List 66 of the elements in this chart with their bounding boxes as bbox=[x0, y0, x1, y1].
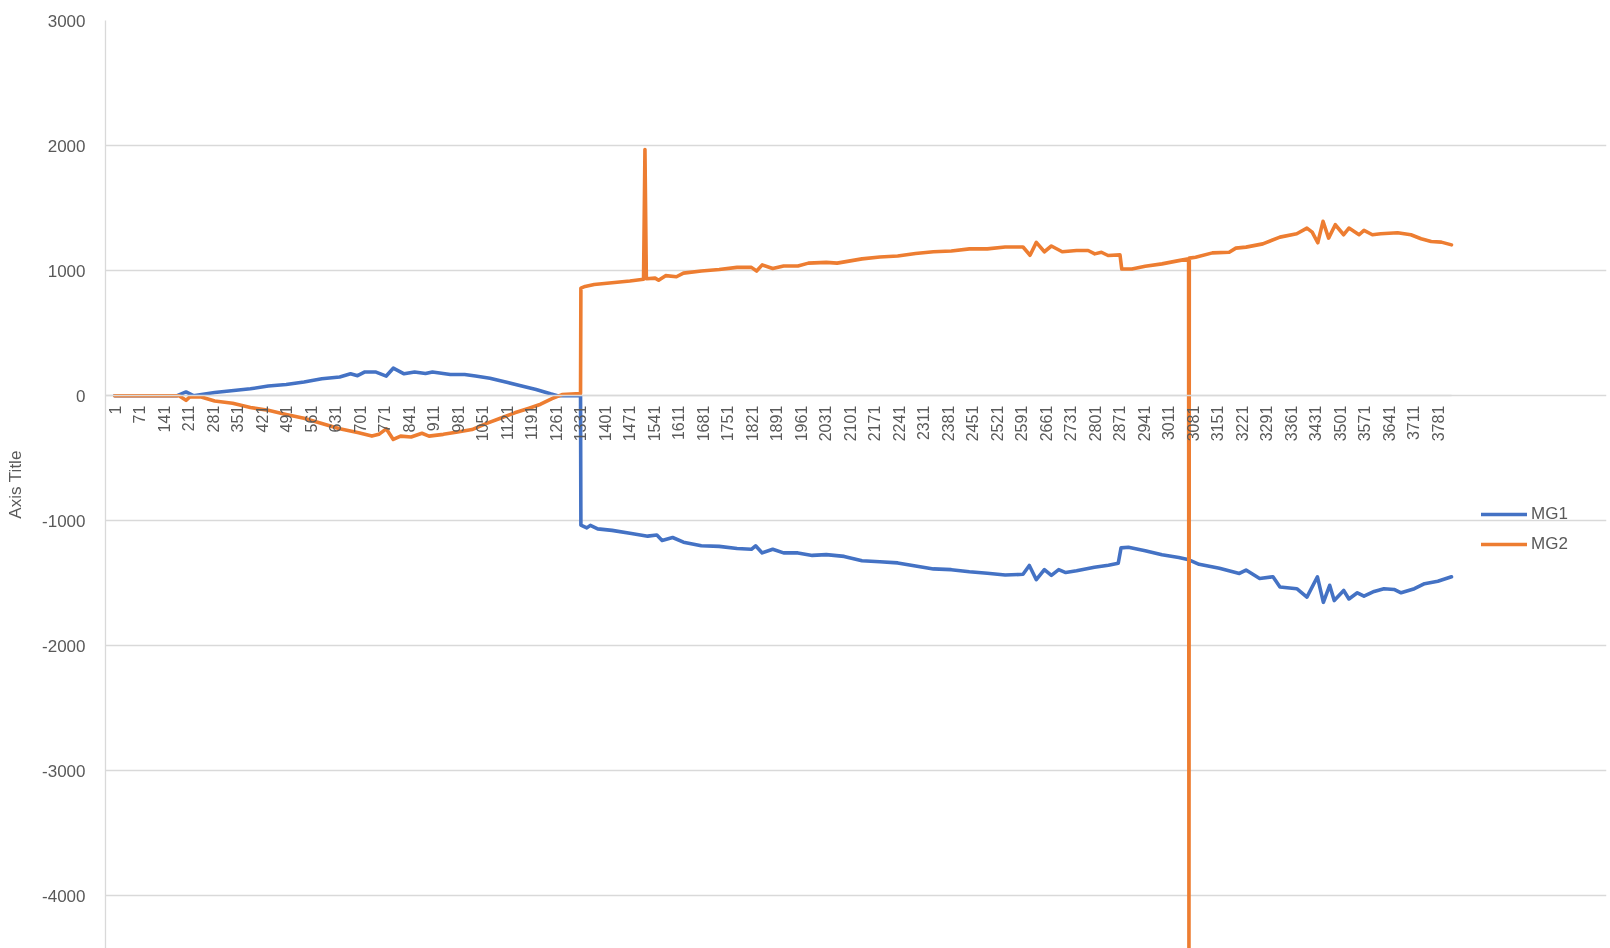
y-axis-title: Axis Title bbox=[6, 450, 26, 519]
x-tick-label: 71 bbox=[131, 405, 149, 424]
x-tick-label: 3781 bbox=[1429, 405, 1447, 442]
x-tick-label: 211 bbox=[180, 405, 198, 432]
x-tick-label: 281 bbox=[204, 405, 222, 433]
x-tick-label: 981 bbox=[449, 405, 467, 433]
x-tick-label: 3431 bbox=[1307, 405, 1325, 442]
y-tick-label: 0 bbox=[76, 386, 86, 406]
x-tick-label: 3081 bbox=[1184, 405, 1202, 442]
x-tick-label: 2451 bbox=[964, 405, 982, 442]
x-tick-label: 3291 bbox=[1258, 405, 1276, 442]
legend-label: MG1 bbox=[1531, 504, 1568, 524]
x-tick-label: 1821 bbox=[743, 405, 761, 442]
x-tick-label: 3011 bbox=[1160, 405, 1178, 441]
x-tick-label: 911 bbox=[425, 405, 443, 432]
y-tick-label: 2000 bbox=[47, 136, 86, 156]
x-tick-label: 2591 bbox=[1013, 405, 1031, 442]
y-tick-label: -3000 bbox=[42, 761, 86, 781]
y-tick-label: 3000 bbox=[47, 11, 86, 31]
y-tick-label: -2000 bbox=[42, 636, 86, 656]
x-tick-label: 1051 bbox=[474, 405, 492, 442]
x-tick-label: 771 bbox=[376, 405, 394, 433]
x-tick-label: 1541 bbox=[645, 405, 663, 442]
x-tick-label: 2311 bbox=[915, 405, 933, 441]
x-tick-label: 1261 bbox=[547, 405, 565, 442]
x-tick-label: 2521 bbox=[988, 405, 1006, 442]
x-tick-label: 1401 bbox=[596, 405, 614, 442]
x-tick-label: 421 bbox=[253, 405, 271, 433]
x-tick-label: 2381 bbox=[939, 405, 957, 442]
x-tick-label: 3361 bbox=[1282, 405, 1300, 442]
x-tick-label: 2241 bbox=[890, 405, 908, 442]
x-tick-label: 1611 bbox=[670, 405, 688, 441]
x-tick-label: 2661 bbox=[1037, 405, 1055, 442]
x-tick-label: 2171 bbox=[866, 405, 884, 442]
y-tick-label: 1000 bbox=[47, 261, 86, 281]
x-tick-label: 1891 bbox=[768, 405, 786, 442]
x-tick-label: 631 bbox=[327, 405, 345, 433]
y-tick-label: -1000 bbox=[42, 511, 86, 531]
x-tick-label: 2101 bbox=[841, 405, 859, 442]
x-tick-label: 3221 bbox=[1233, 405, 1251, 442]
x-tick-label: 561 bbox=[302, 405, 320, 433]
legend-label: MG2 bbox=[1531, 534, 1568, 554]
x-tick-label: 3151 bbox=[1209, 405, 1227, 442]
x-tick-label: 1751 bbox=[719, 405, 737, 442]
x-tick-label: 141 bbox=[155, 405, 173, 433]
x-tick-label: 2801 bbox=[1086, 405, 1104, 442]
x-tick-label: 1471 bbox=[621, 405, 639, 442]
x-tick-label: 1681 bbox=[694, 405, 712, 442]
x-tick-label: 2871 bbox=[1111, 405, 1129, 442]
x-tick-label: 1331 bbox=[572, 405, 590, 442]
x-tick-label: 1121 bbox=[498, 405, 516, 441]
x-tick-label: 1191 bbox=[523, 405, 541, 441]
x-tick-label: 841 bbox=[400, 405, 418, 433]
x-tick-label: 3501 bbox=[1331, 405, 1349, 442]
x-tick-label: 1961 bbox=[792, 405, 810, 442]
x-tick-label: 701 bbox=[351, 405, 369, 433]
x-tick-label: 1 bbox=[106, 405, 124, 415]
x-tick-label: 2941 bbox=[1135, 405, 1153, 442]
x-tick-label: 491 bbox=[278, 405, 296, 433]
x-tick-label: 3571 bbox=[1356, 405, 1374, 442]
x-tick-label: 2031 bbox=[817, 405, 835, 442]
y-tick-label: -4000 bbox=[42, 886, 86, 906]
x-tick-label: 2731 bbox=[1062, 405, 1080, 442]
x-tick-label: 351 bbox=[229, 405, 247, 433]
x-tick-label: 3711 bbox=[1405, 405, 1423, 441]
x-tick-label: 3641 bbox=[1380, 405, 1398, 442]
